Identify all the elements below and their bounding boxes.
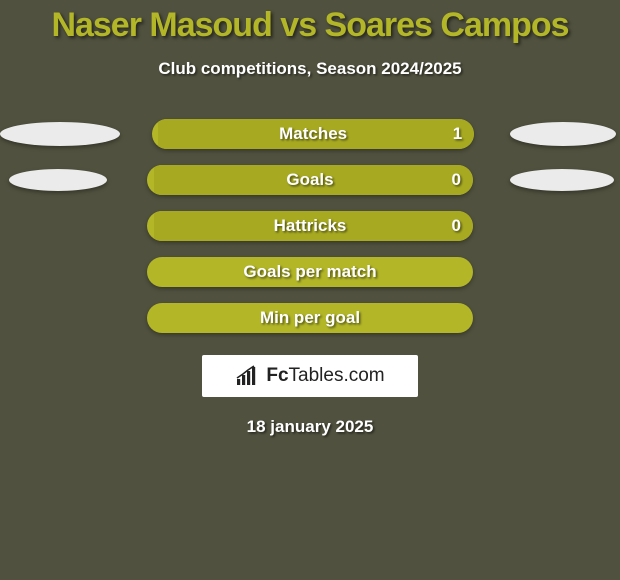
- logo-box: FcTables.com: [202, 355, 418, 397]
- stat-row-mpg: Min per goal: [0, 303, 620, 333]
- stat-bar: Min per goal: [147, 303, 473, 333]
- right-ellipse-slot: [505, 212, 620, 240]
- stat-label: Matches: [279, 124, 347, 144]
- logo-suffix: .com: [343, 365, 384, 386]
- stat-row-hattricks: Hattricks 0: [0, 211, 620, 241]
- stat-row-goals: Goals 0: [0, 165, 620, 195]
- stats-container: Matches 1 Goals 0: [0, 119, 620, 333]
- left-ellipse: [9, 169, 107, 191]
- right-ellipse: [510, 122, 616, 146]
- page-title: Naser Masoud vs Soares Campos: [0, 0, 620, 45]
- right-ellipse-slot: [506, 120, 620, 148]
- stat-value-right: 1: [453, 124, 462, 144]
- stat-label: Goals: [286, 170, 333, 190]
- right-ellipse: [510, 169, 614, 191]
- logo-bold: Fc: [266, 365, 288, 386]
- stat-label: Min per goal: [260, 308, 360, 328]
- logo-light: Tables: [289, 365, 344, 386]
- left-ellipse-slot: [0, 304, 115, 332]
- left-ellipse-slot: [0, 120, 120, 148]
- stat-label: Goals per match: [243, 262, 376, 282]
- stat-row-matches: Matches 1: [0, 119, 620, 149]
- stat-value-right: 0: [452, 216, 461, 236]
- left-ellipse: [0, 122, 120, 146]
- stat-bar: Goals per match: [147, 257, 473, 287]
- stat-label: Hattricks: [274, 216, 347, 236]
- right-ellipse-slot: [505, 258, 620, 286]
- left-ellipse-slot: [0, 258, 115, 286]
- comparison-infographic: Naser Masoud vs Soares Campos Club compe…: [0, 0, 620, 580]
- logo-text: FcTables.com: [266, 365, 384, 387]
- right-ellipse-slot: [505, 166, 620, 194]
- bar-chart-icon: [235, 365, 261, 387]
- stat-value-right: 0: [452, 170, 461, 190]
- date-text: 18 january 2025: [0, 417, 620, 437]
- right-ellipse-slot: [505, 304, 620, 332]
- stat-bar: Goals 0: [147, 165, 473, 195]
- stat-bar: Matches 1: [152, 119, 474, 149]
- subtitle: Club competitions, Season 2024/2025: [0, 59, 620, 79]
- stat-bar: Hattricks 0: [147, 211, 473, 241]
- stat-row-gpm: Goals per match: [0, 257, 620, 287]
- left-ellipse-slot: [0, 166, 115, 194]
- left-ellipse-slot: [0, 212, 115, 240]
